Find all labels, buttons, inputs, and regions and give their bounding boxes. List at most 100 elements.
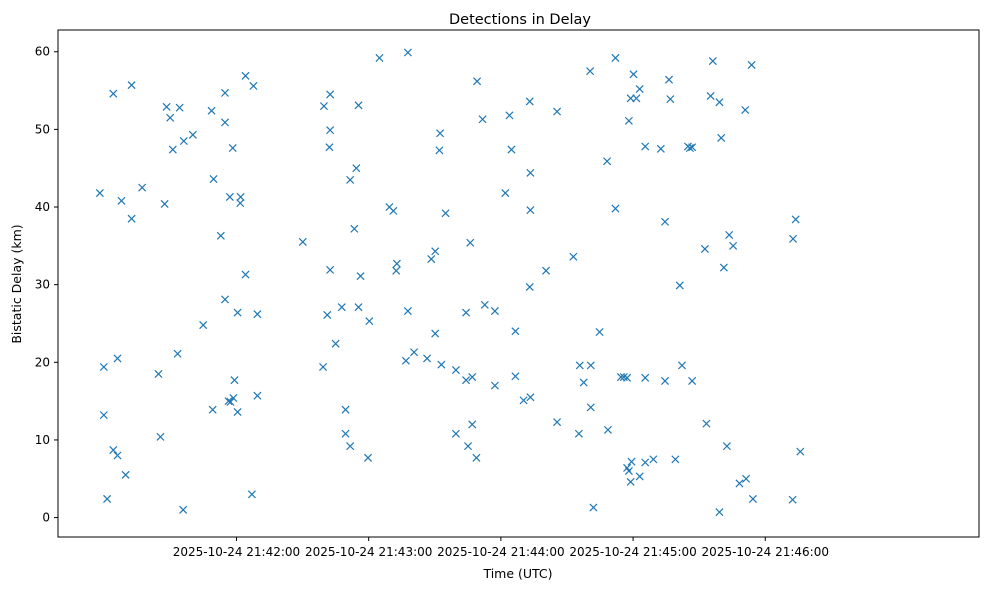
data-point-marker — [468, 373, 477, 382]
data-point-marker — [113, 354, 122, 363]
data-point-marker — [363, 453, 373, 462]
data-point-marker — [403, 307, 412, 316]
data-point-marker — [326, 126, 335, 135]
data-point-marker — [589, 503, 598, 512]
data-point-marker — [199, 321, 208, 330]
y-axis-label: Bistatic Delay (km) — [9, 224, 24, 343]
data-point-marker — [323, 310, 332, 319]
data-point-marker — [331, 339, 340, 348]
y-tick-label: 60 — [35, 45, 50, 59]
data-point-marker — [464, 442, 473, 451]
data-point-marker — [431, 247, 440, 256]
x-tick-label: 2025-10-24 21:46:00 — [702, 545, 829, 559]
data-point-marker — [431, 329, 440, 338]
data-point-marker — [236, 192, 245, 201]
data-point-marker — [586, 403, 595, 412]
data-point-marker — [635, 84, 644, 94]
data-point-marker — [350, 224, 359, 233]
data-point-marker — [341, 405, 350, 414]
x-tick-label: 2025-10-24 21:42:00 — [173, 545, 300, 559]
data-point-marker — [121, 470, 130, 479]
data-point-marker — [553, 107, 562, 116]
data-point-marker — [725, 230, 734, 239]
data-point-marker — [179, 137, 188, 146]
data-point-marker — [173, 349, 182, 358]
data-point-marker — [472, 453, 481, 462]
data-point-marker — [253, 310, 262, 319]
data-point-marker — [526, 393, 535, 402]
data-point-marker — [586, 67, 595, 76]
data-point-marker — [635, 472, 644, 481]
data-point-marker — [436, 129, 445, 138]
data-point-marker — [490, 307, 499, 316]
data-point-marker — [236, 199, 245, 208]
chart-title: Detections in Delay — [449, 12, 591, 28]
data-point-marker — [220, 295, 230, 304]
data-point-marker — [623, 373, 632, 382]
data-point-marker — [501, 189, 510, 198]
data-point-marker — [241, 270, 250, 279]
data-point-marker — [392, 266, 401, 275]
y-tick-label: 30 — [35, 278, 50, 292]
data-point-marker — [671, 455, 680, 464]
data-point-marker — [462, 376, 471, 385]
data-point-marker — [441, 209, 450, 218]
data-point-marker — [729, 241, 738, 250]
data-point-marker — [788, 495, 797, 504]
data-point-marker — [225, 192, 234, 201]
data-point-marker — [626, 477, 635, 486]
data-point-marker — [127, 81, 136, 90]
data-point-marker — [95, 189, 104, 198]
data-point-marker — [735, 479, 744, 488]
data-point-marker — [325, 143, 334, 152]
data-point-marker — [216, 231, 225, 240]
data-point-marker — [346, 442, 355, 451]
data-point-marker — [511, 327, 520, 336]
data-point-marker — [490, 381, 499, 390]
data-point-marker — [99, 362, 108, 371]
data-point-marker — [629, 70, 638, 79]
data-point-marker — [337, 303, 346, 312]
data-point-marker — [796, 447, 805, 456]
data-point-marker — [627, 457, 636, 466]
data-point-marker — [466, 238, 475, 247]
data-point-marker — [375, 53, 384, 62]
data-point-marker — [480, 300, 489, 309]
data-point-marker — [228, 143, 237, 153]
data-point-marker — [789, 234, 798, 243]
data-point-marker — [742, 474, 751, 483]
data-point-marker — [162, 102, 171, 111]
data-point-marker — [685, 143, 694, 153]
data-point-marker — [715, 508, 724, 517]
data-point-marker — [103, 494, 112, 503]
data-point-marker — [586, 361, 595, 370]
data-point-marker — [525, 282, 534, 292]
data-point-marker — [229, 393, 238, 403]
data-point-marker — [389, 206, 398, 215]
data-point-marker — [423, 354, 432, 363]
data-point-marker — [526, 206, 535, 215]
data-point-marker — [702, 419, 711, 428]
data-point-marker — [127, 214, 136, 223]
data-point-marker — [207, 106, 216, 115]
data-point-marker — [741, 105, 750, 114]
data-point-marker — [574, 429, 583, 438]
data-point-marker — [224, 397, 233, 406]
data-point-marker — [365, 317, 374, 326]
data-point-marker — [649, 455, 658, 464]
data-point-marker — [747, 60, 756, 69]
data-points — [95, 48, 805, 517]
data-point-marker — [603, 157, 612, 166]
data-point-marker — [677, 361, 687, 370]
x-tick-label: 2025-10-24 21:44:00 — [437, 545, 564, 559]
data-point-marker — [230, 376, 239, 385]
data-point-marker — [511, 372, 520, 381]
data-point-marker — [688, 143, 697, 152]
data-point-marker — [641, 142, 650, 151]
data-point-marker — [722, 442, 731, 451]
data-point-marker — [611, 53, 620, 62]
data-point-marker — [717, 133, 726, 142]
data-point-marker — [748, 494, 757, 503]
data-point-marker — [354, 303, 363, 312]
